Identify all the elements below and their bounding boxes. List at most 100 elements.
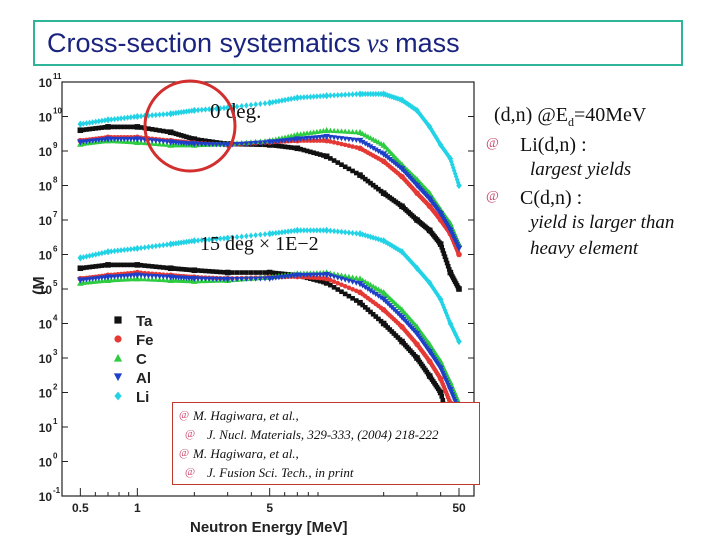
series-dot <box>234 276 240 283</box>
series-dot <box>118 124 124 130</box>
series-dot <box>389 93 395 100</box>
series-dot <box>87 119 92 126</box>
series-dot <box>99 125 105 130</box>
series-dot <box>331 158 337 163</box>
series-dot <box>288 228 294 235</box>
legend-label: Ta <box>136 313 153 330</box>
series-dot <box>217 276 224 283</box>
series-dot <box>138 273 144 279</box>
data-point <box>426 196 433 203</box>
series-dot <box>273 270 279 276</box>
series-dot <box>321 153 326 158</box>
series-dot <box>373 90 379 98</box>
data-point <box>414 355 420 361</box>
data-point <box>399 96 405 104</box>
series-dot <box>171 240 176 247</box>
series-dot <box>285 144 291 150</box>
y-tick-exponent: 6 <box>53 245 58 254</box>
series-dot <box>304 148 310 154</box>
legend-label: Al <box>136 370 151 387</box>
series-dot <box>181 267 187 272</box>
reference-line: @ M. Hagiwara, et al., <box>179 446 299 461</box>
series-dot <box>270 230 276 237</box>
series-dot <box>431 285 436 292</box>
bullet-icon: @ <box>179 409 190 421</box>
data-point <box>323 137 330 144</box>
y-tick-label: 10 <box>39 214 53 228</box>
series-dot <box>331 140 337 145</box>
series-dot <box>339 162 344 167</box>
series-dot <box>445 263 451 269</box>
series-dot <box>370 182 376 188</box>
series-dot <box>339 91 344 99</box>
series-dot <box>221 269 227 275</box>
data-point <box>224 104 231 112</box>
series-dot <box>253 270 258 275</box>
series-li-9 <box>77 226 462 346</box>
series-dot <box>314 93 320 100</box>
series-dot <box>239 233 244 240</box>
data-point <box>399 324 405 330</box>
data-point <box>294 131 301 138</box>
series-dot <box>311 93 316 100</box>
legend-item-c: C <box>113 351 147 368</box>
series-dot <box>142 244 148 251</box>
series-dot <box>243 141 250 147</box>
series-dot <box>160 128 166 134</box>
note-li-detail: largest yields <box>530 159 632 180</box>
series-dot <box>108 262 114 268</box>
series-dot <box>257 276 264 282</box>
series-dot <box>238 276 245 282</box>
title-vs: vs <box>366 28 390 58</box>
series-dot <box>164 110 170 118</box>
y-tick-exponent: 11 <box>53 72 62 81</box>
data-point <box>380 90 387 98</box>
data-point <box>323 92 330 100</box>
series-dot <box>285 228 291 235</box>
reference-line: @ J. Fusion Sci. Tech., in print <box>185 465 354 480</box>
series-dot <box>90 126 95 132</box>
series-dot <box>131 113 137 120</box>
series-dot <box>406 101 411 108</box>
y-tick-exponent: 8 <box>53 176 58 185</box>
series-dot <box>282 144 288 150</box>
data-point <box>167 139 174 146</box>
series-dot <box>270 142 276 148</box>
data-point <box>426 123 433 131</box>
series-dot <box>195 107 201 114</box>
data-point <box>356 275 364 282</box>
series-dot <box>122 124 127 130</box>
legend-label: Fe <box>136 332 154 349</box>
series-dot <box>128 262 134 268</box>
series-dot <box>253 101 258 108</box>
series-dot <box>153 264 159 270</box>
series-dot <box>270 99 276 106</box>
series-dot <box>301 227 307 234</box>
series-dot <box>257 140 264 146</box>
series-dot <box>115 262 121 268</box>
series-dot <box>131 245 137 252</box>
series-dot <box>115 124 121 130</box>
series-dot <box>288 145 294 150</box>
series-dot <box>84 127 89 132</box>
series-dot <box>339 141 344 147</box>
series-dot <box>244 270 249 275</box>
data-point <box>356 137 364 144</box>
data-point <box>167 110 174 118</box>
series-dot <box>125 246 130 253</box>
series-dot <box>439 394 445 399</box>
series-dot <box>230 234 235 241</box>
series-dot <box>349 128 356 135</box>
series-dot <box>160 277 167 283</box>
series-dot <box>153 138 159 144</box>
y-tick-label: 10 <box>39 76 53 90</box>
series-dot <box>440 397 446 403</box>
series-dot <box>93 264 99 269</box>
data-point <box>426 340 433 348</box>
series-dot <box>417 110 423 118</box>
series-dot <box>262 276 268 282</box>
series-dot <box>84 265 89 270</box>
series-dot <box>230 270 235 275</box>
series-dot <box>96 263 102 269</box>
